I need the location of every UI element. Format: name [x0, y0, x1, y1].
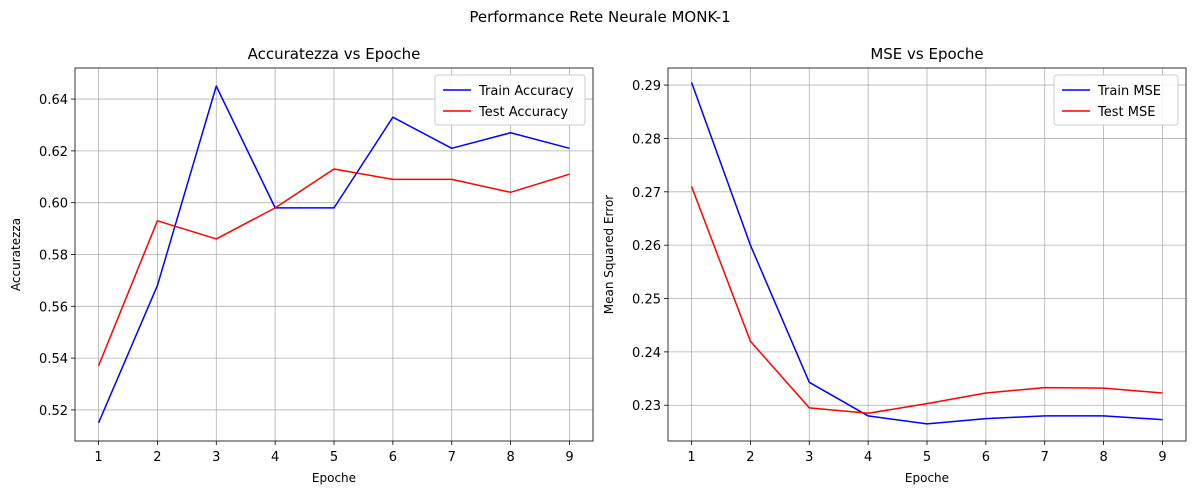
chart2-ytick-label: 0.25 [632, 293, 661, 308]
chart1: 1 2 3 4 5 6 7 8 9 0.52 0.54 0.56 0.58 0.60 0.62 0.64 Acc… [9, 45, 594, 485]
chart2-ytick-label: 0.29 [632, 79, 661, 94]
chart1-legend-label-1: Train Accuracy [478, 84, 574, 99]
chart1-xtick-label: 5 [330, 450, 338, 465]
chart2-xtick-label: 7 [1041, 450, 1049, 465]
chart1-xtick-label: 7 [448, 450, 456, 465]
chart1-series-2-line [97, 168, 570, 367]
chart1-series-1-line [97, 85, 570, 424]
chart1-legend: Train Accuracy Test Accuracy [434, 74, 586, 126]
chart1-legend-label-2: Test Accuracy [478, 105, 568, 120]
chart2-legend-label-2: Test MSE [1097, 105, 1155, 120]
chart2: 1 2 3 4 5 6 7 8 9 0.23 0.24 0.25 0.26 0.27 0.28 0.29 MSE… [602, 45, 1187, 485]
chart1-title: Accuratezza vs Epoche [248, 45, 421, 63]
chart2-legend: Train MSE Test MSE [1053, 74, 1179, 126]
chart2-xtick-label: 1 [687, 450, 695, 465]
chart2-xtick-label: 8 [1099, 450, 1107, 465]
chart2-xtick-label: 4 [864, 450, 872, 465]
chart2-xtick-label: 9 [1158, 450, 1166, 465]
chart2-ytick-label: 0.28 [632, 132, 661, 147]
chart1-legend-box [434, 74, 586, 126]
chart1-ytick-label: 0.60 [39, 197, 68, 212]
chart2-y-axis-label: Mean Squared Error [602, 195, 616, 315]
chart1-xtick-label: 3 [212, 450, 220, 465]
chart2-ytick-label: 0.24 [632, 346, 661, 361]
chart1-xtick-label: 9 [565, 450, 573, 465]
chart1-y-axis-label: Accuratezza [9, 218, 23, 291]
chart1-xtick-label: 1 [94, 450, 102, 465]
chart1-x-axis-label: Epoche [312, 471, 356, 485]
chart1-ytick-label: 0.62 [39, 145, 68, 160]
chart2-ytick-label: 0.23 [632, 399, 661, 414]
chart2-title: MSE vs Epoche [870, 45, 983, 63]
chart2-ytick-label: 0.26 [632, 239, 661, 254]
chart2-series-1-line [690, 82, 1163, 425]
chart2-series-2-line [690, 186, 1163, 414]
chart1-ytick-label: 0.56 [39, 300, 68, 315]
chart1-ytick-label: 0.58 [39, 249, 68, 264]
chart1-ytick-label: 0.52 [39, 404, 68, 419]
chart1-xtick-label: 8 [506, 450, 514, 465]
chart1-ytick-label: 0.54 [39, 352, 68, 367]
chart2-legend-label-1: Train MSE [1097, 84, 1161, 99]
chart2-ytick-label: 0.27 [632, 186, 661, 201]
figure-title: Performance Rete Neurale MONK-1 [469, 8, 730, 26]
chart2-xtick-label: 3 [805, 450, 813, 465]
chart2-legend-box [1053, 74, 1179, 126]
chart1-xtick-label: 4 [271, 450, 279, 465]
chart2-xtick-label: 2 [746, 450, 754, 465]
chart2-xtick-label: 6 [982, 450, 990, 465]
chart2-xtick-label: 5 [923, 450, 931, 465]
chart2-x-axis-label: Epoche [905, 471, 949, 485]
chart1-ytick-label: 0.64 [39, 93, 68, 108]
chart1-xtick-label: 2 [153, 450, 161, 465]
chart1-xtick-label: 6 [389, 450, 397, 465]
